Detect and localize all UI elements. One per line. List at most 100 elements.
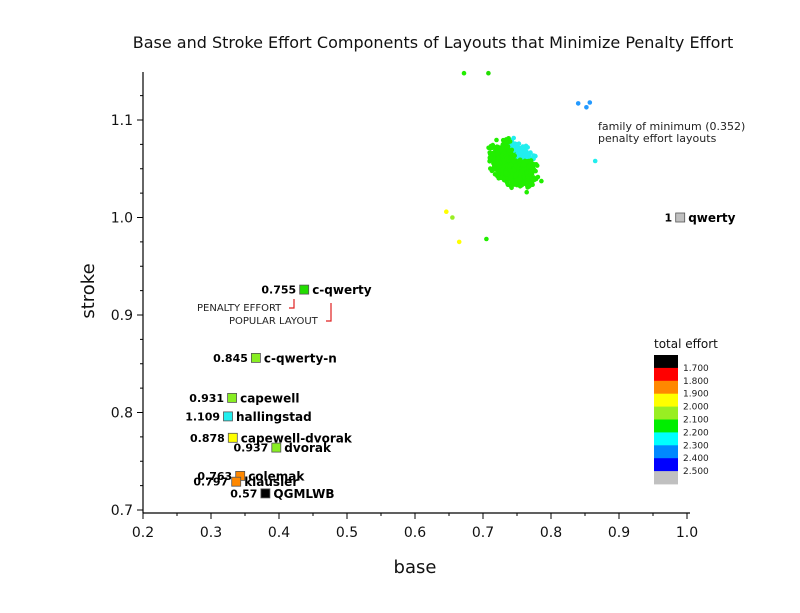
family-layout-point [520,144,526,149]
layout-marker [260,488,271,499]
y-tick-label: 1.0 [111,211,133,227]
family-layout-point [488,166,493,171]
layout-name-label: colemak [248,469,305,483]
family-layout-point [517,157,523,163]
layout-point-dvorak: dvorak 0.937 [234,441,332,455]
layout-marker [231,476,242,487]
y-tick-label: 0.9 [111,308,133,324]
family-layout-point [517,176,523,182]
layout-key-annotation: PENALTY EFFORT POPULAR LAYOUT [197,299,332,327]
layout-point-c-qwerty: c-qwerty 0.755 [261,283,371,297]
penalty-effort-bracket [289,299,295,309]
cluster-annotation: family of minimum (0.352) penalty effort… [598,120,745,145]
family-layout-point [528,160,534,166]
axes: 0.2 0.3 0.4 0.5 0.6 0.7 0.8 0.9 1.0 0.7 0.8 0.9 1.0 1… [78,72,698,578]
family-layout-point [524,189,529,195]
popular-layout-annotation: POPULAR LAYOUT [229,316,319,327]
layout-point-colemak: colemak 0.763 [197,469,305,483]
x-tick-label: 0.4 [268,525,290,541]
layout-name-label: qwerty [688,211,735,225]
layout-point-capewell-dvorak: capewell-dvorak 0.878 [190,431,353,445]
legend-swatch [654,432,678,446]
family-layout-point [488,143,494,149]
legend-label: 2.000 [683,403,709,413]
family-layout-point [521,180,526,186]
family-layout-point [444,209,449,214]
layout-name-label: hallingstad [236,410,312,424]
layout-penalty-label: 0.57 [230,487,257,500]
legend-label: 2.500 [683,467,709,477]
family-layout-point [506,164,512,169]
legend-swatch [654,367,678,382]
layout-marker [227,392,238,403]
family-layout-point [505,181,510,186]
family-layout-point [512,153,517,159]
x-tick-label: 0.7 [472,525,494,541]
family-layout-point [592,158,598,164]
family-layout-point [484,236,489,242]
family-layout-point [507,139,513,144]
y-tick-label: 0.7 [111,503,133,519]
layout-penalty-label: 0.937 [234,442,269,455]
layout-penalty-label: 1 [665,212,673,225]
layout-marker [223,411,233,422]
layout-point-qgmlwb: QGMLWB 0.57 [230,487,334,501]
y-tick-label: 0.8 [111,406,133,422]
layout-penalty-label: 0.763 [197,470,232,483]
family-layout-point [587,100,593,105]
legend-swatch [654,458,678,472]
layout-marker [227,432,238,443]
legend-swatch [654,419,678,433]
family-layout-point [522,153,527,158]
family-layout-point [501,164,506,169]
layout-marker [271,442,282,453]
family-layout-point [503,137,509,142]
family-layout-point [461,70,467,76]
family-layout-point [531,176,536,182]
legend-swatch [654,393,678,407]
layout-name-label: c-qwerty [312,283,372,297]
family-layout-point [530,182,535,187]
family-layout-point [495,161,500,166]
x-axis-label: base [394,557,437,578]
layout-point-hallingstad: hallingstad 1.109 [185,410,311,424]
family-layout-point [529,166,534,172]
legend-label: 1.700 [683,364,709,374]
legend-swatch [654,406,678,420]
layout-marker [250,352,261,363]
cluster-label-line1: family of minimum (0.352) [598,120,745,133]
x-tick-label: 0.3 [200,525,222,541]
family-layout-point [496,155,502,161]
family-layout-point [503,140,509,146]
family-layout-point [513,163,518,168]
chart-title: Base and Stroke Effort Components of Lay… [133,33,733,52]
family-layout-point [534,163,540,168]
family-layout-point [533,168,538,174]
family-layout-point [499,175,505,180]
layout-marker [299,284,310,295]
layout-penalty-label: 0.878 [190,432,225,445]
family-layout-point [494,137,499,143]
family-layout-point [450,215,455,220]
layout-penalty-label: 0.845 [213,352,248,365]
legend-label: 2.300 [683,441,709,451]
legend-label: 2.100 [683,416,709,426]
family-layout-point [522,148,528,154]
legend-label: 2.400 [683,454,709,464]
x-tick-label: 0.9 [608,525,630,541]
legend-label: 1.800 [683,377,709,387]
legend-title: total effort [654,337,718,351]
family-layout-point [507,148,513,153]
layout-penalty-label: 0.755 [261,284,296,297]
family-layout-point [539,178,544,184]
family-layout-point [508,174,514,180]
family-layout-point [526,184,532,189]
family-layout-point [496,164,502,170]
family-layout-point [518,150,524,156]
legend-swatch [654,471,678,485]
layout-points: qwerty 1 c-qwerty 0.755 c-qwerty-n 0.845 capew… [185,211,735,501]
layout-penalty-label: 0.797 [193,476,228,489]
legend-label: 2.200 [683,428,709,438]
legend-swatch [654,445,678,459]
layout-name-label: dvorak [284,441,332,455]
